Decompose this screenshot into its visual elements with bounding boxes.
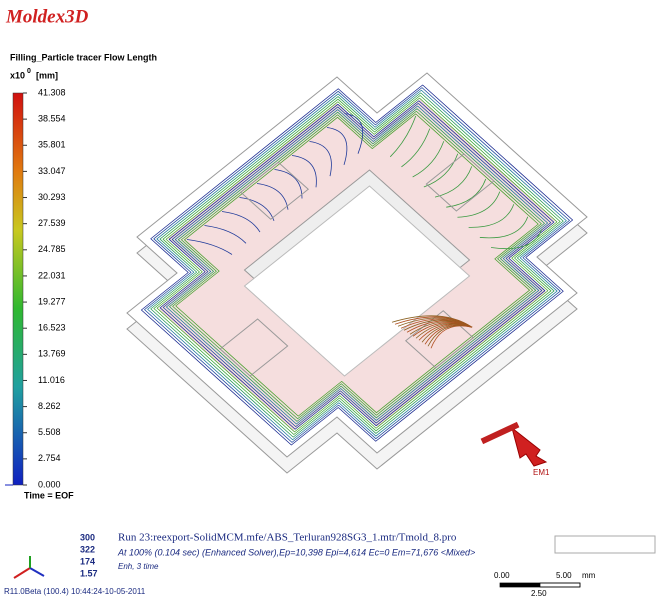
flow-line: [204, 225, 247, 244]
flow-line: [165, 105, 549, 425]
color-bar-labels: 41.308 38.554 35.801 33.047 30.293 27.539 24.7…: [23, 87, 66, 489]
axis-triad: [13, 556, 45, 579]
legend-footer: Time = EOF: [24, 490, 74, 500]
color-bar-label: 38.554: [38, 114, 66, 124]
color-bar-label: 5.508: [38, 427, 61, 437]
flow-line: [175, 113, 539, 417]
color-bar-label: 22.031: [38, 270, 66, 280]
flow-line: [389, 115, 417, 158]
model-view: [126, 72, 588, 474]
color-bar-label: 27.539: [38, 218, 66, 228]
flow-line: [150, 92, 564, 438]
flow-line: [468, 204, 515, 228]
legend-title: Filling_Particle tracer Flow Length: [10, 52, 157, 62]
status-info: At 100% (0.104 sec) (Enhanced Solver),Ep…: [117, 547, 475, 557]
legend-exponent: 0: [27, 68, 31, 75]
flow-line: [147, 89, 567, 441]
input-box[interactable]: [554, 535, 656, 554]
scale-right: 5.00: [556, 571, 572, 580]
count: 174: [80, 556, 95, 566]
flow-line: [479, 216, 529, 239]
mode-info: Enh, 3 time: [118, 562, 159, 571]
flow-line: [156, 97, 558, 433]
color-bar-label: 2.754: [38, 453, 61, 463]
boss: [219, 318, 289, 377]
color-bar-label: 35.801: [38, 140, 66, 150]
flow-line: [159, 100, 555, 430]
scale-left: 0.00: [494, 571, 510, 580]
flow-line: [169, 108, 545, 422]
flow-line: [326, 127, 348, 166]
gate-flow: [430, 325, 473, 349]
flow-line: [140, 84, 574, 446]
flow-line: [221, 211, 261, 233]
color-bar-label: 8.262: [38, 401, 61, 411]
flow-line: [490, 229, 543, 249]
color-bar-label: 11.016: [38, 375, 65, 385]
boss: [425, 153, 495, 212]
info-counts: 300 322 174 1.57: [80, 532, 98, 578]
gate-arrow: [511, 426, 548, 467]
flow-line: [401, 128, 431, 168]
legend-unit: [mm]: [36, 70, 58, 80]
flow-line: [412, 141, 445, 178]
flow-line: [291, 155, 317, 188]
scale-bar: [499, 582, 581, 588]
color-bar-label: 0.000: [38, 479, 61, 489]
version: R11.0Beta (100.4) 10:44:24-10-05-2011: [4, 587, 146, 596]
legend-exponent-base: x10: [10, 70, 25, 80]
color-bar: [12, 92, 24, 486]
gate: [480, 421, 520, 445]
color-bar-label: 41.308: [38, 87, 66, 97]
logo: Moldex3D: [5, 6, 89, 27]
run-info: Run 23:reexport-SolidMCM.mfe/ABS_Terlura…: [118, 532, 457, 544]
color-bar-label: 33.047: [38, 166, 66, 176]
flow-line: [153, 95, 561, 435]
scale-mid: 2.50: [531, 589, 547, 598]
flow-line: [186, 239, 233, 255]
color-bar-label: 16.523: [38, 323, 66, 333]
flow-line: [162, 102, 552, 428]
count: 300: [80, 532, 95, 542]
flow-line: [309, 141, 332, 177]
flow-line: [144, 87, 570, 443]
color-bar-label: 19.277: [38, 296, 66, 306]
color-bar-label: 24.785: [38, 244, 66, 254]
count: 322: [80, 544, 95, 554]
flow-line: [172, 110, 542, 420]
gate-label: EM1: [533, 468, 550, 477]
color-bar-label: 30.293: [38, 192, 66, 202]
count: 1.57: [80, 568, 98, 578]
scale-unit: mm: [582, 571, 596, 580]
flow-line: [457, 191, 501, 218]
flow-line: [344, 113, 364, 154]
boss: [239, 161, 310, 220]
color-bar-label: 13.769: [38, 349, 66, 359]
hole: [243, 185, 471, 377]
